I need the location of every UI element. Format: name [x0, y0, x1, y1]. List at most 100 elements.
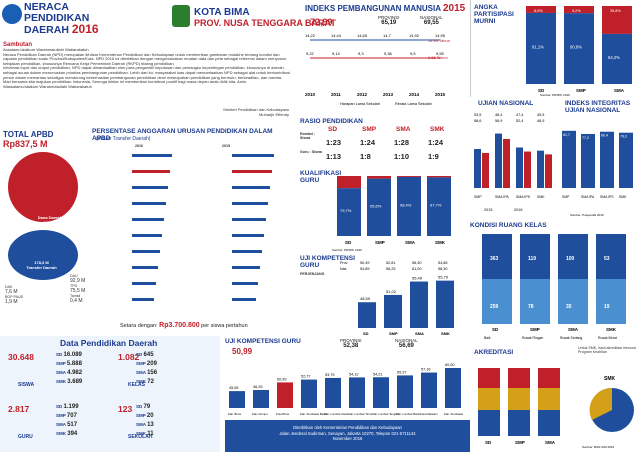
ukg-small-title: UJI KOMPETENSI GURU [300, 255, 355, 269]
kualifikasi-chart: 79,7% SD 95,6% SMP 98,4% SMA 97,7% SMK Sumber: P… [332, 176, 451, 252]
apbd-circle-bottom [8, 230, 78, 280]
ukg-big-cat: Kab. Lombok Barat [396, 412, 420, 416]
guru-total: 2.817 [8, 404, 30, 414]
level-label: SD [136, 352, 144, 357]
un-nas: 48,9 [537, 119, 544, 123]
kondisi-baik-val: 363 [490, 256, 499, 262]
ukg-big-title: UJI KOMPETENSI GURU [225, 338, 301, 345]
ukg-big-prov: PROVINSI 52,38 [340, 338, 362, 349]
ipm-bot-label: 9,5 [410, 51, 416, 56]
level-label: SMA [56, 422, 68, 427]
ipm-year: 2015 [435, 92, 446, 97]
ipm-bot-label: 9,14 [332, 51, 341, 56]
anggaran-bar-2016 [132, 234, 162, 237]
un-nas: 52,4 [516, 119, 523, 123]
akr-cat: SD [485, 440, 492, 445]
kondisi-rusak [558, 279, 588, 324]
un-prov: 45,5 [537, 113, 544, 117]
level-value: 16.089 [63, 352, 82, 358]
sambutan-closing: Wassalamu'alaikum Warahmatullahi Wabarak… [3, 83, 92, 89]
kondisi-rusak [482, 279, 512, 324]
level-label: SD [136, 404, 144, 409]
ukg-prov-val: 52,81 [386, 261, 396, 265]
un-prov: 48,4 [495, 113, 502, 117]
level-value: 72 [147, 379, 154, 385]
akr-smk-label: SMK [604, 376, 616, 382]
anggaran-bar-2016 [132, 170, 170, 173]
iiun-bar [581, 133, 595, 188]
kondisi-rusak-val: 35 [566, 304, 572, 310]
kondisi-rusak [520, 279, 550, 324]
ukg-big-val: 57,16 [421, 368, 431, 372]
anggaran-bar-2015 [232, 170, 272, 173]
level-label: SMP [56, 413, 67, 418]
anggaran-bar-2016 [132, 218, 164, 221]
iiun-cat: SMK [619, 195, 627, 199]
kelas-row: SD 645 [136, 352, 154, 358]
anggaran-bar-2015 [232, 154, 274, 157]
ipm-top-label: 14,44 [331, 33, 342, 38]
sambutan-title: Sambutan [3, 42, 33, 48]
akr-red [478, 368, 500, 388]
kondisi-baik-val: 119 [528, 256, 536, 262]
level-value: 517 [67, 422, 78, 428]
kondisi-rusak-val: 19 [604, 304, 610, 310]
ipm-legend-1: Harapan Lama Sekolah [340, 102, 380, 106]
apm-cat: SMP [576, 88, 586, 93]
un-prov: 47,4 [516, 113, 523, 117]
anggaran-bar-2016 [132, 250, 160, 253]
kual-label: 97,7% [430, 203, 442, 208]
akr-blue [538, 410, 560, 436]
akr-yellow [478, 388, 500, 410]
ipm-year: 2010 [305, 92, 316, 97]
kota-name: KOTA BIMA [194, 7, 250, 18]
ukg-big-bar [445, 368, 461, 408]
kual-bar-blue [337, 188, 361, 236]
kondisi-baik [520, 234, 550, 279]
ukg-big-val: 60,00 [445, 363, 455, 367]
akr-blue [478, 410, 500, 436]
siswa-total: 30.648 [8, 352, 34, 362]
un-legend-2: 2016 [514, 208, 522, 212]
anggaran-bar-2015 [232, 282, 258, 285]
kondisi-cat: SMA [568, 327, 579, 332]
level-label: SMP [136, 413, 147, 418]
kelas-total: 1.082 [118, 352, 140, 362]
iiun-bar [600, 131, 614, 188]
level-value: 645 [143, 352, 154, 358]
kual-label: 79,7% [340, 208, 352, 213]
akr-blue [508, 410, 530, 436]
ukg-big-val: 53,79 [325, 373, 335, 377]
akr-yellow [538, 388, 560, 410]
level-value: 79 [143, 404, 151, 410]
kondisi-legend: Rusak Berat [598, 336, 617, 340]
un-cat: SMP [474, 195, 482, 199]
iiun-val: 80,4 [601, 134, 608, 138]
un-cat: SMK [537, 195, 545, 199]
dpd-title: Data Pendidikan Daerah [60, 338, 158, 348]
sekolah-total: 123 [118, 404, 133, 414]
sambutan-p2: Informasi input dan output pendidikan, N… [3, 65, 291, 80]
sambutan-panel: Sambutan Assalamu'alaikum Warahmatullahi… [3, 42, 293, 124]
un-title: UJIAN NASIONAL [478, 100, 534, 107]
ukg-big-bar [253, 390, 269, 408]
un-chart: 53,5 58,6 SMP 48,4 56,9 SMA IPA 47,4 52,4 SMA IP… [474, 113, 552, 212]
ukg-big-bar [325, 377, 341, 408]
ukg-big-cat: Kota Mataram [420, 412, 438, 416]
ukg-small-val: 55,49 [412, 276, 423, 281]
iiun-cat: SMP [562, 195, 570, 199]
kual-bar-red [367, 176, 391, 179]
sekolah-row: SD 79 [136, 404, 150, 410]
footer-text: Diterbitkan oleh Kementerian Pendidikan … [279, 425, 416, 441]
apm-blue-label: 90,8% [570, 45, 582, 50]
apm-bar-red [602, 6, 632, 34]
ukg-prov-label: Prov [340, 261, 348, 265]
apm-bar-red [564, 6, 594, 14]
apm-blue-label: 91,1% [532, 44, 544, 49]
sekolah-row: SMP 20 [136, 413, 154, 419]
kual-bar-blue [367, 178, 391, 236]
kondisi-rusak-val: 78 [528, 304, 534, 310]
ipm-line-chart: 14,22 14,44 14,65 14,7 14,92 14,95 9,22 9,14 9,3… [305, 33, 450, 106]
anggaran-bar-2016 [132, 186, 168, 189]
level-label: SMK [136, 379, 148, 384]
